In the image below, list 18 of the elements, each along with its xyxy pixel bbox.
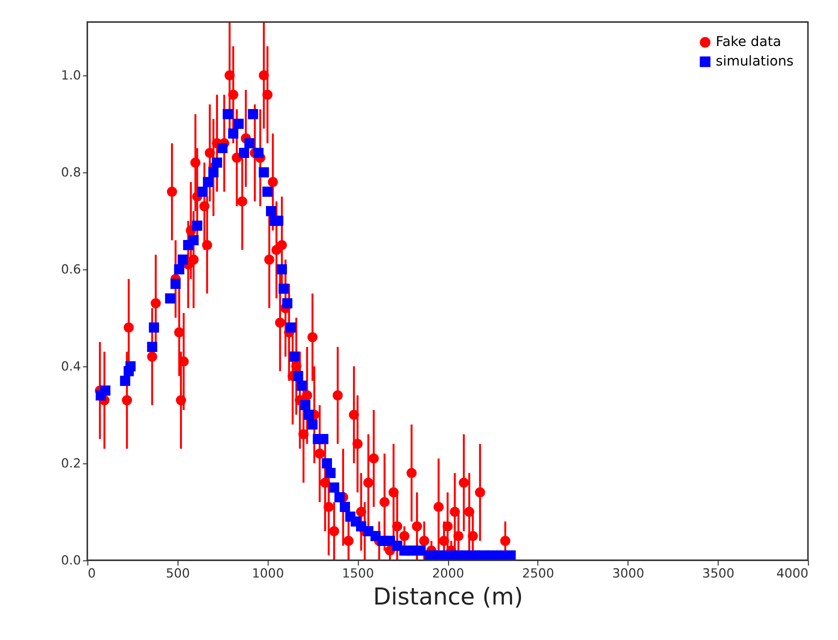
y-tick-label: 0.4 <box>60 358 81 374</box>
y-tick-label: 0.6 <box>60 262 81 277</box>
x-tick-label: 0 <box>88 565 96 580</box>
x-tick-label: 4000 <box>776 565 808 580</box>
y-tick-label: 0.2 <box>60 456 81 471</box>
y-tick-label: 0.8 <box>60 164 81 180</box>
x-tick-label: 1000 <box>252 565 284 580</box>
legend-label: Fake data <box>716 34 782 50</box>
x-axis-title: Distance (m) <box>373 583 524 610</box>
x-tick-label: 3500 <box>702 565 734 580</box>
legend-label: simulations <box>716 54 794 70</box>
x-tick-label: 1500 <box>342 565 374 580</box>
y-tick-label: 1.0 <box>60 68 81 83</box>
x-tick-label: 2500 <box>522 565 554 580</box>
x-tick-label: 2000 <box>432 565 464 580</box>
x-tick-label: 500 <box>166 565 190 580</box>
y-tick-label: 0.0 <box>60 552 81 568</box>
x-tick-label: 3000 <box>612 565 644 580</box>
